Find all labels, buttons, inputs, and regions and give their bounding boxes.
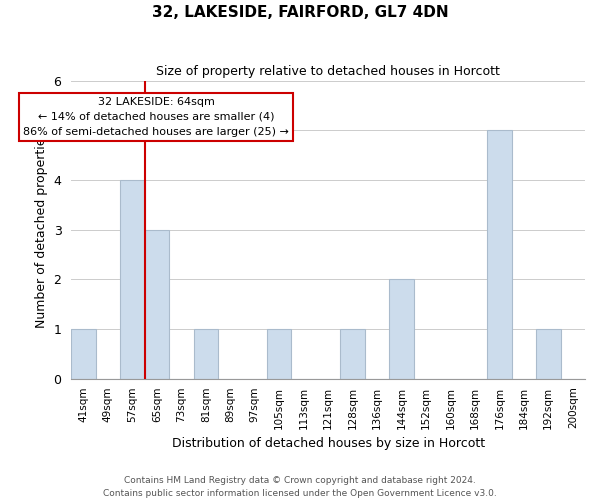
Y-axis label: Number of detached properties: Number of detached properties (35, 131, 48, 328)
Bar (389, 280, 414, 379)
Bar (267, 329, 292, 379)
Text: 32, LAKESIDE, FAIRFORD, GL7 4DN: 32, LAKESIDE, FAIRFORD, GL7 4DN (152, 5, 448, 20)
Bar (194, 329, 218, 379)
Bar (120, 180, 145, 379)
Bar (340, 329, 365, 379)
Bar (71, 329, 95, 379)
Title: Size of property relative to detached houses in Horcott: Size of property relative to detached ho… (156, 65, 500, 78)
Bar (145, 230, 169, 379)
Text: Contains HM Land Registry data © Crown copyright and database right 2024.
Contai: Contains HM Land Registry data © Crown c… (103, 476, 497, 498)
Bar (536, 329, 560, 379)
X-axis label: Distribution of detached houses by size in Horcott: Distribution of detached houses by size … (172, 437, 485, 450)
Bar (487, 130, 512, 379)
Text: 32 LAKESIDE: 64sqm
← 14% of detached houses are smaller (4)
86% of semi-detached: 32 LAKESIDE: 64sqm ← 14% of detached hou… (23, 97, 289, 136)
